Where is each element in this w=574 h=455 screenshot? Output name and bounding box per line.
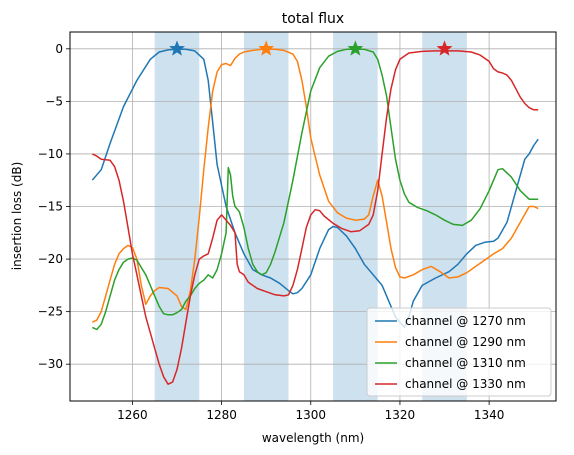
x-tick-label: 1260: [117, 408, 148, 422]
legend-box: [366, 307, 552, 397]
peak-markers: [169, 40, 453, 56]
series-line-1: [91, 48, 539, 329]
y-tick-label: −30: [38, 357, 63, 371]
x-axis-label: wavelength (nm): [262, 431, 364, 445]
series-line-4: [91, 50, 539, 385]
y-tick-label: −10: [38, 147, 63, 161]
series-line-3: [91, 48, 539, 331]
y-tick-label: 0: [55, 42, 63, 56]
series-line-2: [91, 48, 539, 323]
chart-title: total flux: [282, 11, 344, 27]
x-tick-label: 1280: [206, 408, 237, 422]
x-tick-label: 1320: [385, 408, 416, 422]
y-tick-label: −5: [45, 94, 63, 108]
star-marker-1: [169, 40, 186, 56]
y-tick-label: −15: [38, 200, 63, 214]
legend-label: channel @ 1270 nm: [405, 314, 526, 328]
y-axis-ticks: 0 −5 −10 −15 −20 −25 −30: [38, 42, 70, 371]
y-tick-label: −25: [38, 305, 63, 319]
legend-label: channel @ 1290 nm: [405, 335, 526, 349]
x-tick-label: 1340: [474, 408, 505, 422]
star-marker-4: [436, 40, 453, 56]
legend: channel @ 1270 nm channel @ 1290 nm channe…: [366, 307, 552, 397]
y-axis-label: insertion loss (dB): [10, 162, 24, 271]
star-marker-3: [347, 40, 364, 56]
y-tick-label: −20: [38, 252, 63, 266]
highlight-band-1: [154, 32, 200, 401]
legend-label: channel @ 1330 nm: [405, 377, 526, 391]
highlight-band-2: [243, 32, 289, 401]
legend-label: channel @ 1310 nm: [405, 356, 526, 370]
star-marker-2: [258, 40, 275, 56]
x-tick-label: 1300: [295, 408, 326, 422]
series-lines: [91, 48, 539, 385]
plot-frame: [69, 31, 557, 402]
x-axis-ticks: 1260 1280 1300 1320 1340: [117, 401, 504, 422]
